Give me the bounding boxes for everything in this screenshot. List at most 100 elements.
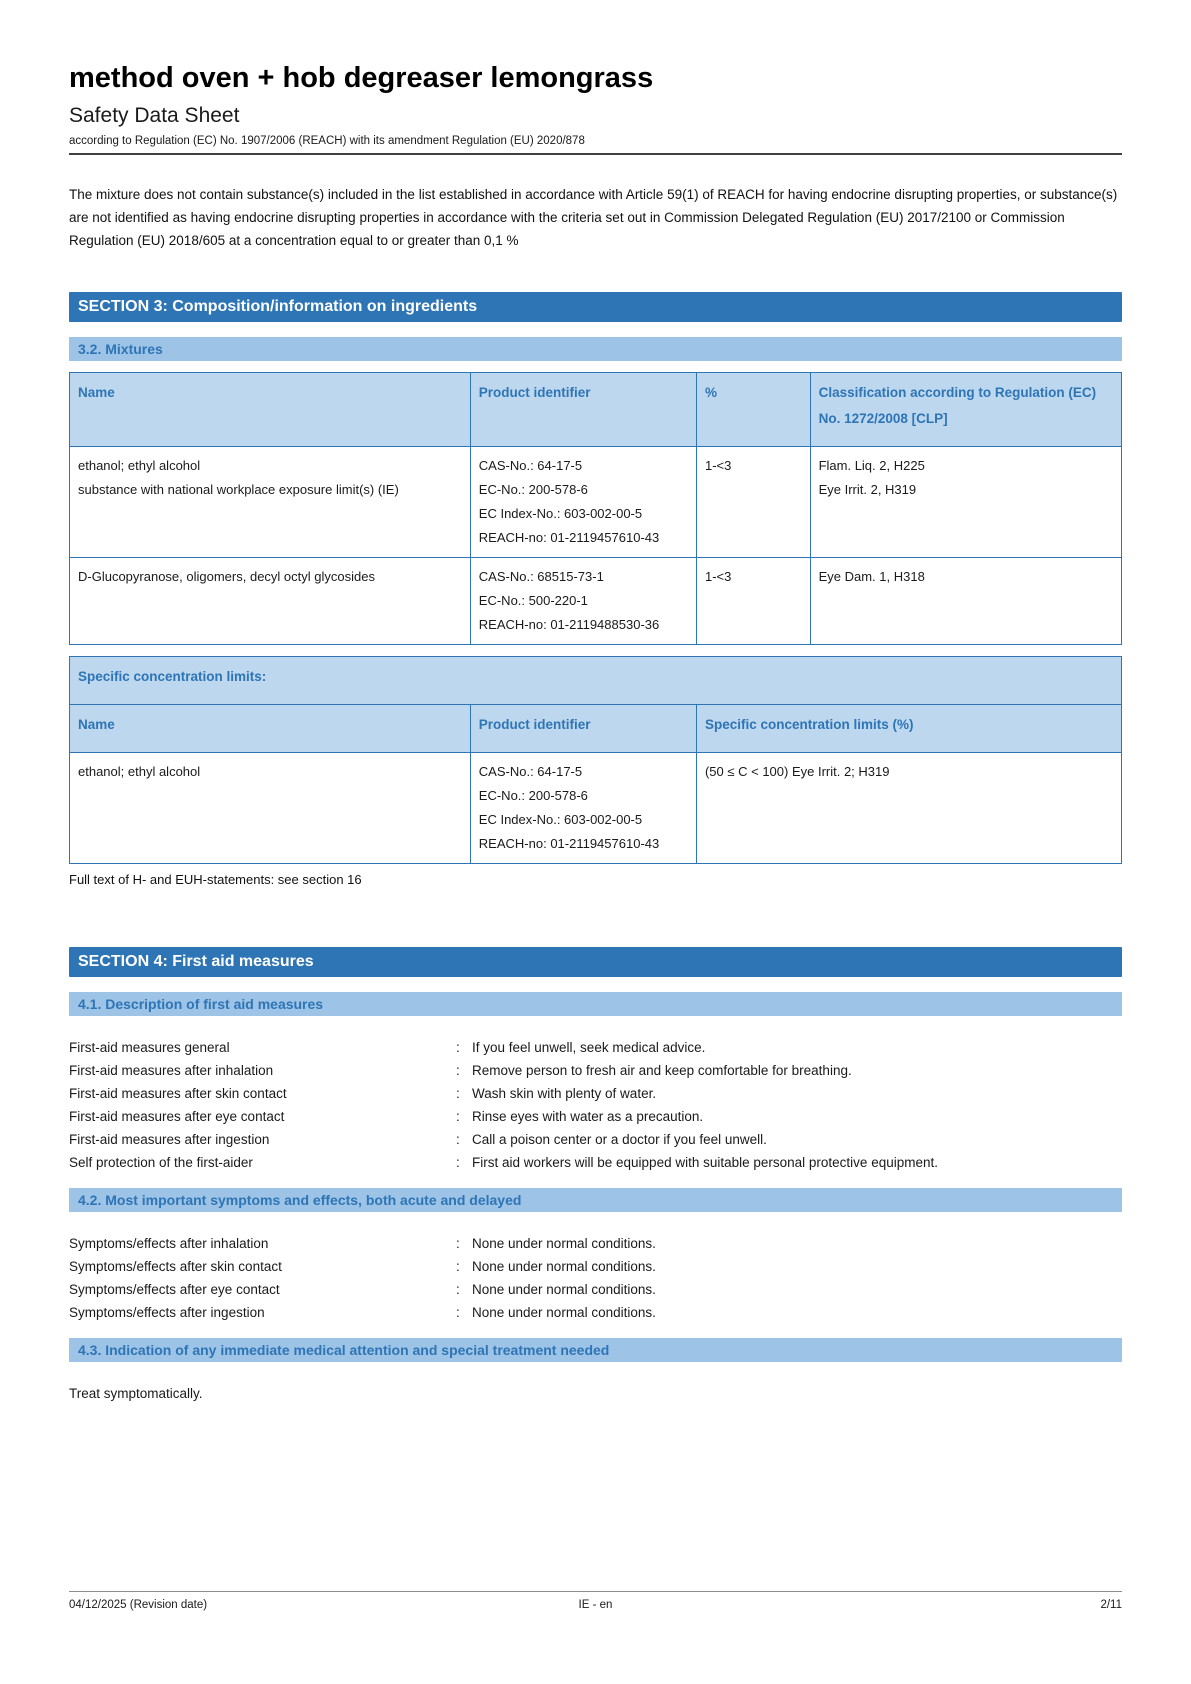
kv-value: Call a poison center or a doctor if you …	[472, 1132, 767, 1147]
kv-colon: :	[456, 1259, 460, 1274]
kv-row-first-aid-inhalation: First-aid measures after inhalation : Re…	[69, 1059, 1122, 1082]
kv-label: First-aid measures general	[69, 1040, 230, 1055]
kv-row-symptoms-skin: Symptoms/effects after skin contact : No…	[69, 1255, 1122, 1278]
first-aid-measures-list: First-aid measures general : If you feel…	[69, 1036, 1122, 1174]
column-header-percent: %	[695, 372, 811, 447]
column-header-product-identifier: Product identifier	[469, 704, 697, 753]
mixtures-table-header-row: Name Product identifier % Classification…	[69, 372, 1123, 447]
kv-label: Self protection of the first-aider	[69, 1155, 253, 1170]
kv-label: First-aid measures after eye contact	[69, 1109, 285, 1124]
column-header-name: Name	[69, 704, 471, 753]
identifier-line: CAS-No.: 64-17-5	[478, 458, 583, 473]
product-title: method oven + hob degreaser lemongrass	[69, 62, 654, 94]
kv-label: Symptoms/effects after skin contact	[69, 1259, 282, 1274]
subsection-4-3-header: 4.3. Indication of any immediate medical…	[69, 1338, 1122, 1362]
h-statements-footnote: Full text of H- and EUH-statements: see …	[69, 872, 362, 887]
kv-colon: :	[456, 1040, 460, 1055]
scl-header-row: Name Product identifier Specific concent…	[69, 704, 1123, 753]
cell-classification: Flam. Liq. 2, H225 Eye Irrit. 2, H319	[809, 446, 1123, 558]
kv-value: None under normal conditions.	[472, 1259, 656, 1274]
kv-label: Symptoms/effects after eye contact	[69, 1282, 280, 1297]
treatment-note: Treat symptomatically.	[69, 1386, 203, 1401]
cell-name: D-Glucopyranose, oligomers, decyl octyl …	[69, 557, 471, 645]
identifier-line: CAS-No.: 68515-73-1	[478, 569, 604, 584]
kv-colon: :	[456, 1109, 460, 1124]
header-divider	[69, 153, 1122, 155]
kv-row-first-aid-ingestion: First-aid measures after ingestion : Cal…	[69, 1128, 1122, 1151]
table-row-glucopyranose: D-Glucopyranose, oligomers, decyl octyl …	[69, 557, 1123, 645]
identifier-line: EC-No.: 200-578-6	[478, 788, 588, 803]
kv-value: None under normal conditions.	[472, 1236, 656, 1251]
kv-value: None under normal conditions.	[472, 1282, 656, 1297]
classification-line: Eye Irrit. 2, H319	[818, 482, 917, 497]
scl-row-ethanol: ethanol; ethyl alcohol CAS-No.: 64-17-5 …	[69, 752, 1123, 864]
kv-value: None under normal conditions.	[472, 1305, 656, 1320]
cell-name: ethanol; ethyl alcohol	[69, 752, 471, 864]
identifier-line: CAS-No.: 64-17-5	[478, 764, 583, 779]
identifier-line: REACH-no: 01-2119488530-36	[478, 617, 660, 632]
subsection-4-1-header: 4.1. Description of first aid measures	[69, 992, 1122, 1016]
cell-classification: Eye Dam. 1, H318	[809, 557, 1123, 645]
footer-page-number: 2/11	[1100, 1599, 1122, 1611]
kv-row-first-aid-eye: First-aid measures after eye contact : R…	[69, 1105, 1122, 1128]
kv-row-symptoms-inhalation: Symptoms/effects after inhalation : None…	[69, 1232, 1122, 1255]
page-footer: 04/12/2025 (Revision date) IE - en 2/11	[69, 1591, 1122, 1611]
kv-colon: :	[456, 1155, 460, 1170]
symptoms-effects-list: Symptoms/effects after inhalation : None…	[69, 1232, 1122, 1324]
kv-row-symptoms-ingestion: Symptoms/effects after ingestion : None …	[69, 1301, 1122, 1324]
cell-product-identifier: CAS-No.: 68515-73-1 EC-No.: 500-220-1 RE…	[469, 557, 697, 645]
identifier-line: EC-No.: 200-578-6	[478, 482, 588, 497]
subsection-4-2-header: 4.2. Most important symptoms and effects…	[69, 1188, 1122, 1212]
kv-colon: :	[456, 1086, 460, 1101]
kv-value: Wash skin with plenty of water.	[472, 1086, 657, 1101]
column-header-classification: Classification according to Regulation (…	[809, 372, 1123, 447]
identifier-line: EC Index-No.: 603-002-00-5	[478, 812, 643, 827]
name-line: ethanol; ethyl alcohol	[78, 458, 201, 473]
cell-product-identifier: CAS-No.: 64-17-5 EC-No.: 200-578-6 EC In…	[469, 752, 697, 864]
column-header-product-identifier: Product identifier	[469, 372, 697, 447]
document-type: Safety Data Sheet	[69, 104, 240, 127]
identifier-line: EC Index-No.: 603-002-00-5	[478, 506, 643, 521]
kv-row-first-aid-skin: First-aid measures after skin contact : …	[69, 1082, 1122, 1105]
column-header-limits: Specific concentration limits (%)	[695, 704, 1123, 753]
column-header-name: Name	[69, 372, 471, 447]
kv-value: Rinse eyes with water as a precaution.	[472, 1109, 704, 1124]
sds-page: method oven + hob degreaser lemongrass S…	[69, 62, 1123, 1401]
kv-row-self-protection: Self protection of the first-aider : Fir…	[69, 1151, 1122, 1174]
identifier-line: REACH-no: 01-2119457610-43	[478, 530, 660, 545]
kv-row-first-aid-general: First-aid measures general : If you feel…	[69, 1036, 1122, 1059]
cell-percent: 1-<3	[695, 446, 811, 558]
kv-colon: :	[456, 1132, 460, 1147]
kv-colon: :	[456, 1236, 460, 1251]
identifier-line: EC-No.: 500-220-1	[478, 593, 588, 608]
kv-label: First-aid measures after inhalation	[69, 1063, 274, 1078]
kv-colon: :	[456, 1282, 460, 1297]
cell-percent: 1-<3	[695, 557, 811, 645]
scl-title-row: Specific concentration limits:	[69, 656, 1122, 705]
kv-value: First aid workers will be equipped with …	[472, 1155, 938, 1170]
kv-row-symptoms-eye: Symptoms/effects after eye contact : Non…	[69, 1278, 1122, 1301]
kv-value: If you feel unwell, seek medical advice.	[472, 1040, 706, 1055]
cell-product-identifier: CAS-No.: 64-17-5 EC-No.: 200-578-6 EC In…	[469, 446, 697, 558]
footer-locale: IE - en	[578, 1599, 613, 1611]
scl-table-title: Specific concentration limits:	[69, 656, 1122, 705]
kv-value: Remove person to fresh air and keep comf…	[472, 1063, 852, 1078]
identifier-line: REACH-no: 01-2119457610-43	[478, 836, 660, 851]
kv-label: Symptoms/effects after ingestion	[69, 1305, 265, 1320]
kv-label: First-aid measures after skin contact	[69, 1086, 287, 1101]
section-3-header: SECTION 3: Composition/information on in…	[69, 292, 1122, 322]
kv-label: Symptoms/effects after inhalation	[69, 1236, 269, 1251]
endocrine-disruptor-paragraph: The mixture does not contain substance(s…	[69, 187, 1118, 248]
footer-revision-date: 04/12/2025 (Revision date)	[69, 1599, 208, 1611]
classification-line: Eye Dam. 1, H318	[818, 569, 925, 584]
name-line: substance with national workplace exposu…	[78, 482, 399, 497]
table-row-ethanol: ethanol; ethyl alcohol substance with na…	[69, 446, 1123, 558]
mixtures-table: Name Product identifier % Classification…	[69, 372, 1123, 645]
section-4-header: SECTION 4: First aid measures	[69, 947, 1122, 977]
subsection-3-2-header: 3.2. Mixtures	[69, 337, 1122, 361]
kv-label: First-aid measures after ingestion	[69, 1132, 270, 1147]
cell-name: ethanol; ethyl alcohol substance with na…	[69, 446, 471, 558]
cell-limits: (50 ≤ C < 100) Eye Irrit. 2; H319	[695, 752, 1123, 864]
kv-colon: :	[456, 1063, 460, 1078]
classification-line: Flam. Liq. 2, H225	[818, 458, 925, 473]
